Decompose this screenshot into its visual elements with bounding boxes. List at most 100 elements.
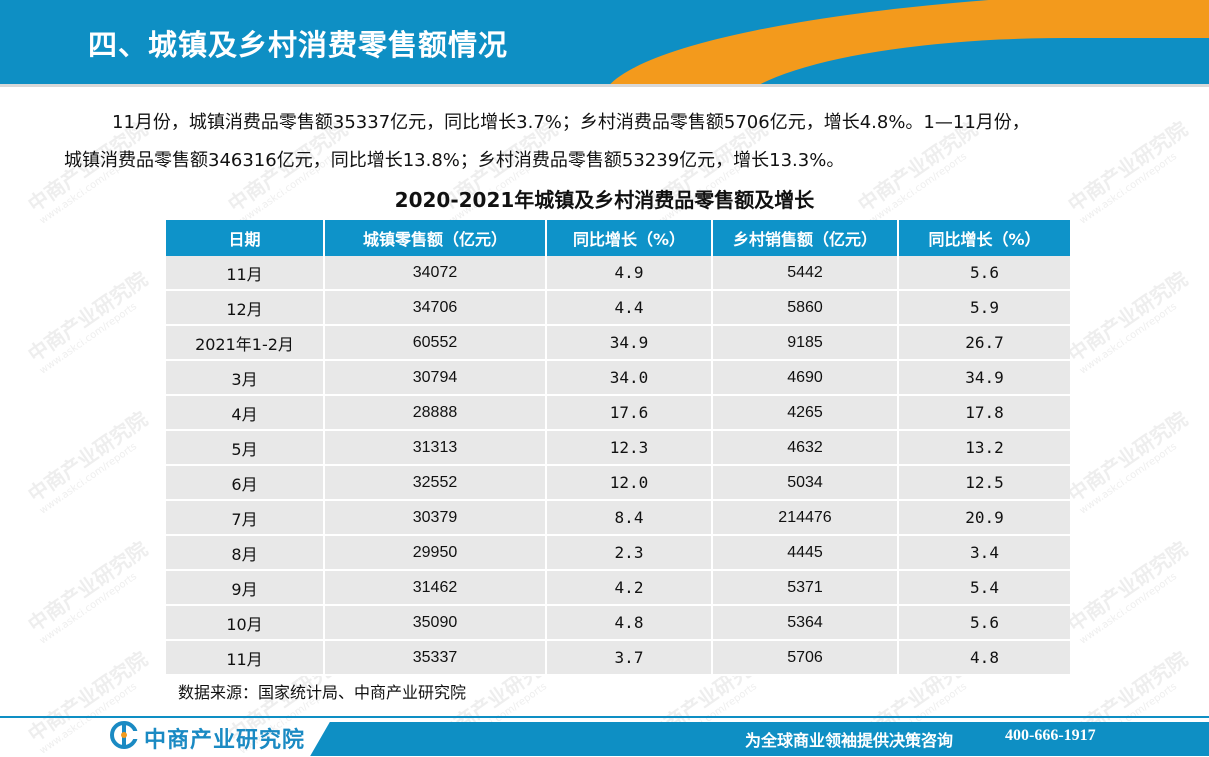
footer-phone: 400-666-1917	[1005, 727, 1096, 744]
cell-rural-growth: 5.6	[898, 605, 1070, 641]
footer-slogan: 为全球商业领袖提供决策咨询	[745, 731, 954, 750]
table-row: 3月 30794 34.0 4690 34.9	[166, 360, 1070, 396]
cell-rural-growth: 34.9	[898, 360, 1070, 396]
cell-urban-sales: 34706	[324, 290, 547, 326]
cell-date: 6月	[166, 465, 325, 501]
cell-urban-growth: 4.2	[546, 570, 713, 606]
cell-date: 11月	[166, 640, 325, 676]
table-row: 5月 31313 12.3 4632 13.2	[166, 430, 1070, 466]
cell-rural-growth: 13.2	[898, 430, 1070, 466]
cell-rural-sales: 214476	[712, 500, 899, 536]
header-rural-growth: 同比增长（%）	[898, 220, 1070, 256]
cell-date: 5月	[166, 430, 325, 466]
cell-date: 3月	[166, 360, 325, 396]
cell-urban-sales: 31462	[324, 570, 547, 606]
cell-rural-growth: 5.6	[898, 256, 1070, 291]
cell-rural-growth: 5.4	[898, 570, 1070, 606]
cell-urban-growth: 4.4	[546, 290, 713, 326]
cell-date: 11月	[166, 256, 325, 291]
cell-date: 2021年1-2月	[166, 325, 325, 361]
cell-urban-sales: 34072	[324, 256, 547, 291]
cell-urban-growth: 3.7	[546, 640, 713, 676]
cell-rural-sales: 5860	[712, 290, 899, 326]
cell-rural-sales: 4445	[712, 535, 899, 571]
cell-rural-sales: 5034	[712, 465, 899, 501]
cell-urban-sales: 29950	[324, 535, 547, 571]
cell-urban-sales: 60552	[324, 325, 547, 361]
cell-urban-growth: 12.0	[546, 465, 713, 501]
table-row: 4月 28888 17.6 4265 17.8	[166, 395, 1070, 431]
table-row: 11月 34072 4.9 5442 5.6	[166, 256, 1070, 291]
cell-urban-growth: 17.6	[546, 395, 713, 431]
company-logo-text: 中商产业研究院	[144, 728, 306, 753]
cell-date: 7月	[166, 500, 325, 536]
summary-line-2: 城镇消费品零售额346316亿元，同比增长13.8%；乡村消费品零售额53239…	[64, 150, 845, 171]
cell-urban-growth: 8.4	[546, 500, 713, 536]
cell-rural-sales: 4690	[712, 360, 899, 396]
cell-rural-sales: 9185	[712, 325, 899, 361]
cell-rural-growth: 4.8	[898, 640, 1070, 676]
cell-urban-sales: 30379	[324, 500, 547, 536]
table-row: 7月 30379 8.4 214476 20.9	[166, 500, 1070, 536]
table-row: 12月 34706 4.4 5860 5.9	[166, 290, 1070, 326]
table-row: 8月 29950 2.3 4445 3.4	[166, 535, 1070, 571]
table-header-row: 日期 城镇零售额（亿元） 同比增长（%） 乡村销售额（亿元） 同比增长（%）	[166, 220, 1070, 256]
cell-date: 9月	[166, 570, 325, 606]
summary-paragraph: 11月份，城镇消费品零售额35337亿元，同比增长3.7%；乡村消费品零售额57…	[64, 104, 1164, 180]
cell-rural-sales: 5706	[712, 640, 899, 676]
cell-rural-growth: 3.4	[898, 535, 1070, 571]
cell-date: 10月	[166, 605, 325, 641]
cell-urban-sales: 31313	[324, 430, 547, 466]
table-row: 6月 32552 12.0 5034 12.5	[166, 465, 1070, 501]
cell-urban-growth: 2.3	[546, 535, 713, 571]
cell-rural-sales: 4265	[712, 395, 899, 431]
footer-bar	[340, 722, 1209, 756]
company-logo-icon	[110, 721, 138, 749]
footer-line	[0, 716, 1209, 718]
header-date: 日期	[166, 220, 325, 256]
cell-urban-sales: 28888	[324, 395, 547, 431]
cell-rural-sales: 5442	[712, 256, 899, 291]
table-row: 2021年1-2月 60552 34.9 9185 26.7	[166, 325, 1070, 361]
cell-urban-sales: 30794	[324, 360, 547, 396]
table-row: 10月 35090 4.8 5364 5.6	[166, 605, 1070, 641]
cell-rural-growth: 20.9	[898, 500, 1070, 536]
cell-date: 4月	[166, 395, 325, 431]
cell-rural-sales: 5364	[712, 605, 899, 641]
cell-rural-sales: 5371	[712, 570, 899, 606]
cell-urban-growth: 12.3	[546, 430, 713, 466]
cell-urban-growth: 4.9	[546, 256, 713, 291]
header-divider	[0, 84, 1209, 87]
table-row: 11月 35337 3.7 5706 4.8	[166, 640, 1070, 676]
retail-sales-table: 日期 城镇零售额（亿元） 同比增长（%） 乡村销售额（亿元） 同比增长（%） 1…	[166, 220, 1070, 676]
cell-date: 8月	[166, 535, 325, 571]
cell-rural-growth: 5.9	[898, 290, 1070, 326]
cell-date: 12月	[166, 290, 325, 326]
header-urban-growth: 同比增长（%）	[546, 220, 713, 256]
table-title: 2020-2021年城镇及乡村消费品零售额及增长	[394, 188, 815, 212]
cell-urban-sales: 35337	[324, 640, 547, 676]
cell-urban-growth: 34.9	[546, 325, 713, 361]
cell-rural-growth: 17.8	[898, 395, 1070, 431]
header-rural-sales: 乡村销售额（亿元）	[712, 220, 899, 256]
cell-rural-growth: 26.7	[898, 325, 1070, 361]
cell-urban-growth: 34.0	[546, 360, 713, 396]
summary-line-1: 11月份，城镇消费品零售额35337亿元，同比增长3.7%；乡村消费品零售额57…	[112, 112, 1030, 133]
data-source: 数据来源：国家统计局、中商产业研究院	[178, 683, 467, 702]
cell-rural-growth: 12.5	[898, 465, 1070, 501]
cell-urban-growth: 4.8	[546, 605, 713, 641]
cell-urban-sales: 32552	[324, 465, 547, 501]
table-row: 9月 31462 4.2 5371 5.4	[166, 570, 1070, 606]
cell-rural-sales: 4632	[712, 430, 899, 466]
header-urban-sales: 城镇零售额（亿元）	[324, 220, 547, 256]
page-title: 四、城镇及乡村消费零售额情况	[88, 28, 509, 62]
cell-urban-sales: 35090	[324, 605, 547, 641]
header-banner: 四、城镇及乡村消费零售额情况	[0, 0, 1209, 84]
